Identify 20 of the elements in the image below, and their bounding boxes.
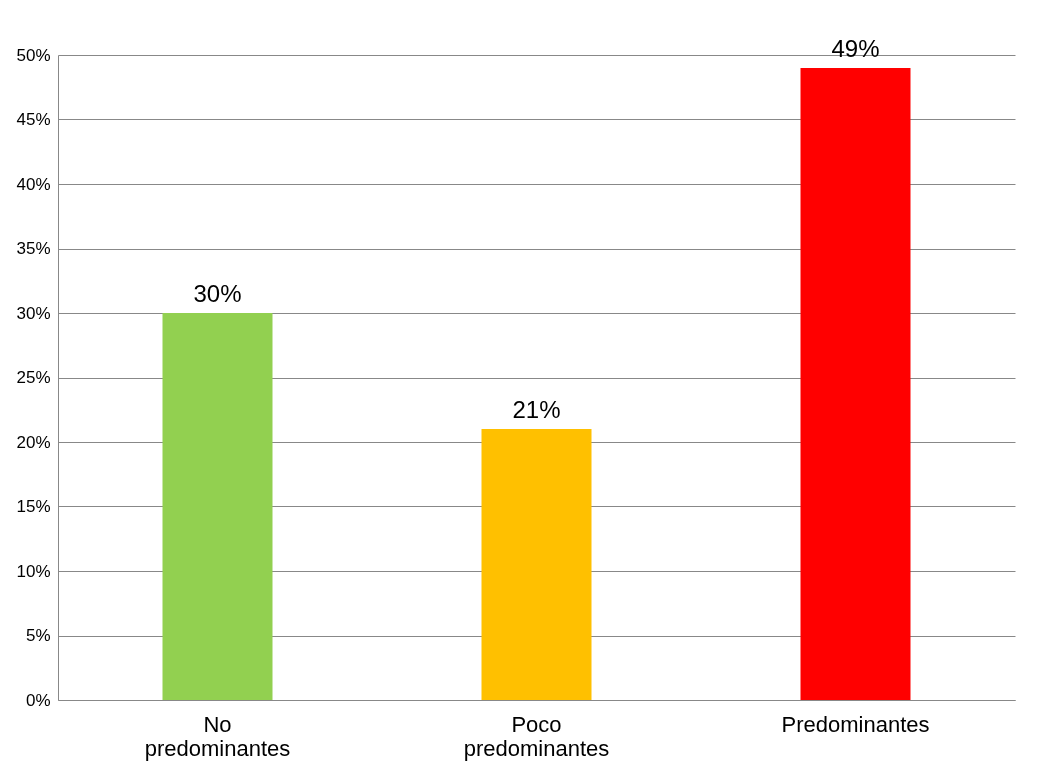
y-tick-label: 45% [16,110,51,129]
y-tick-label: 25% [16,368,51,387]
data-label: 49% [831,34,880,62]
x-tick-label: Predominantes [781,711,930,737]
y-tick-label: 20% [16,432,51,452]
data-label: 30% [193,280,242,307]
y-tick-label: 35% [16,239,51,258]
y-tick-label: 15% [16,497,51,516]
y-tick-label: 30% [16,303,51,323]
x-tick-label: Poco predominantes [463,711,610,761]
y-tick-label: 50% [16,45,51,65]
y-tick-label: 40% [16,174,51,194]
bar [481,429,592,700]
bar [800,67,911,700]
y-tick-label: 5% [25,626,51,645]
y-tick-label: 0% [25,690,51,710]
y-tick-label: 10% [16,561,51,581]
bar [162,313,273,700]
x-tick-label: No predominantes [144,711,291,761]
data-label: 21% [512,396,561,424]
